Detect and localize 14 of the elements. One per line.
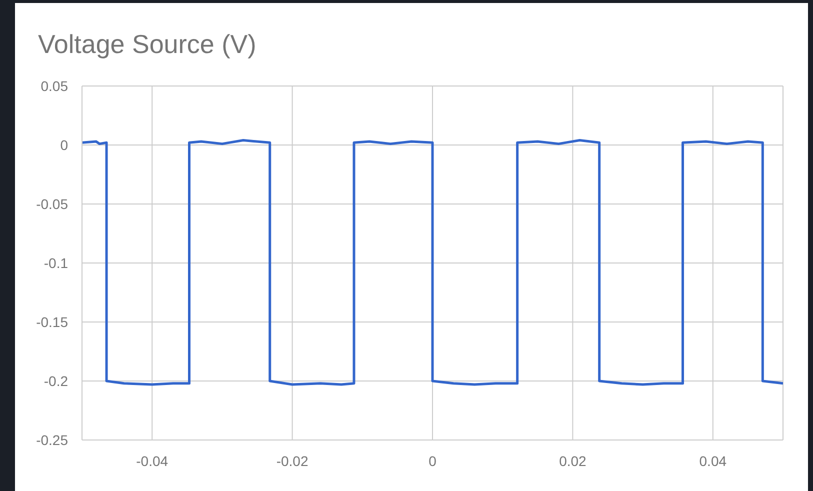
x-tick-label: 0	[428, 452, 437, 469]
chart-title: Voltage Source (V)	[38, 29, 256, 60]
x-tick-label: -0.04	[136, 452, 168, 469]
y-tick-label: -0.15	[36, 314, 68, 330]
y-tick-label: -0.1	[44, 254, 68, 271]
y-tick-label: 0.05	[40, 78, 68, 94]
y-tick-label: 0	[60, 136, 68, 153]
x-tick-label: 0.02	[559, 452, 587, 469]
y-tick-label: -0.25	[36, 432, 68, 448]
x-tick-label: -0.02	[276, 452, 308, 469]
x-tick-label: 0.04	[699, 452, 727, 469]
y-tick-label: -0.05	[36, 196, 68, 212]
y-tick-label: -0.2	[44, 372, 68, 389]
line-series	[82, 139, 783, 386]
